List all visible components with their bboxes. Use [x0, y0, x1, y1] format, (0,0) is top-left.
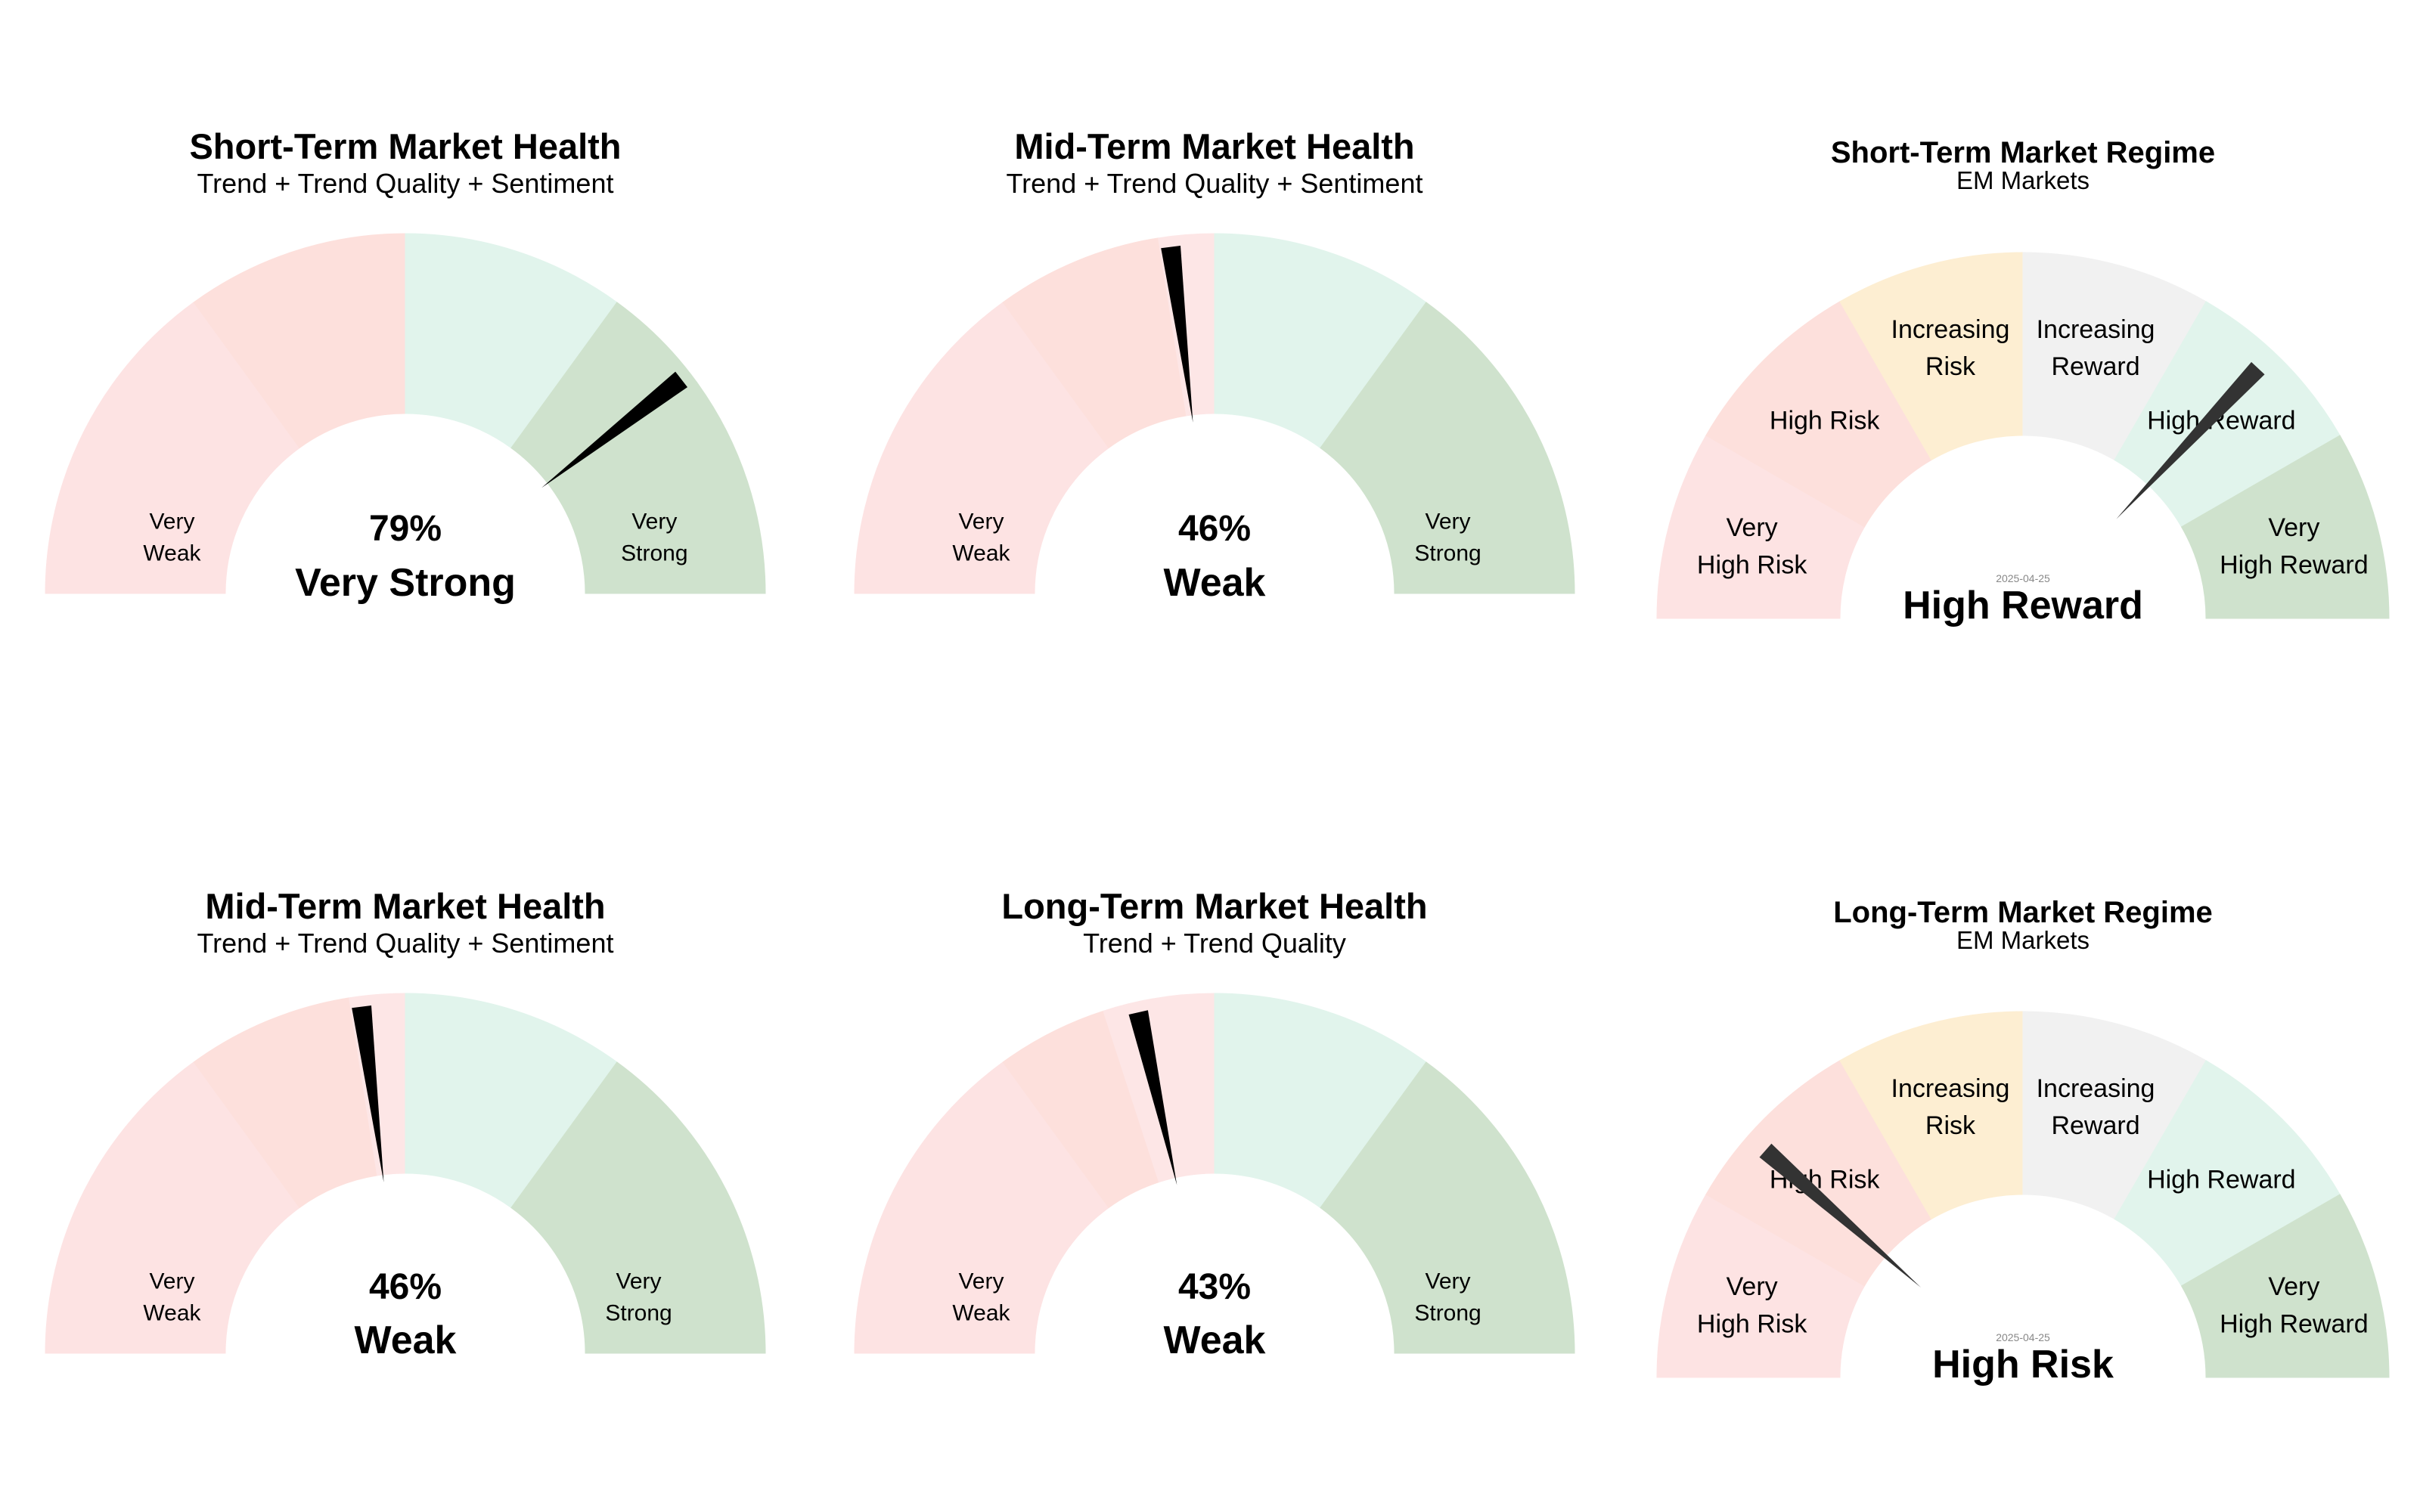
segment-label: Weak [952, 1301, 1010, 1326]
gauge-needle [541, 371, 688, 488]
gauge-needle [1759, 1143, 1921, 1287]
segment-label: High Reward [2147, 1166, 2296, 1194]
gauge-segment [405, 993, 618, 1209]
segment-label: Risk [1925, 1111, 1976, 1140]
segment-label: Very [958, 1269, 1004, 1294]
gauge-needle [1161, 246, 1193, 423]
gauge-rating: High Reward [1903, 584, 2143, 627]
gauge-segment [854, 302, 1109, 594]
segment-label: Increasing [1891, 1074, 2010, 1103]
segment-label: Very [149, 510, 194, 534]
gauge-rating: Very Strong [295, 561, 516, 605]
gauge-value: 46% [369, 1267, 442, 1307]
gauge-rating: Weak [1164, 1318, 1266, 1362]
gauge-subtitle: EM Markets [1956, 926, 2090, 954]
gauge-value: 43% [1178, 1267, 1251, 1307]
gauge-rating: Weak [355, 1318, 457, 1362]
segment-label: Very [616, 1269, 662, 1294]
segment-label: Very [958, 510, 1004, 534]
gauge-segment [405, 233, 618, 449]
gauge-subtitle: EM Markets [1956, 166, 2090, 194]
segment-label: Strong [1414, 1301, 1481, 1326]
gauge-segment [1214, 233, 1427, 449]
segment-label: High Risk [1697, 551, 1807, 580]
gauge-subtitle: Trend + Trend Quality + Sentiment [197, 168, 614, 199]
segment-label: Very [1426, 1269, 1471, 1294]
segment-label: Strong [1414, 541, 1481, 566]
segment-label: High Risk [1697, 1310, 1807, 1339]
gauge-segment [1320, 1061, 1575, 1354]
gauge-segment [45, 302, 300, 594]
segment-label: High Reward [2220, 1310, 2369, 1339]
gauge-title: Mid-Term Market Health [1014, 126, 1414, 166]
segment-label: High Reward [2220, 551, 2369, 580]
gauge-segment [1214, 993, 1427, 1209]
segment-label: Weak [952, 541, 1010, 566]
gauge-needle [352, 1005, 384, 1182]
segment-label: Reward [2051, 1111, 2139, 1140]
gauge-segment [550, 381, 766, 594]
gauge-needle [1128, 1010, 1177, 1185]
gauge-segment [2180, 1194, 2390, 1378]
segment-label: Very [2268, 513, 2319, 542]
gauge-needle [2116, 361, 2265, 519]
segment-label: Reward [2051, 352, 2139, 381]
segment-label: Strong [621, 541, 687, 566]
segment-label: Very [631, 510, 677, 534]
gauge-subtitle: Trend + Trend Quality + Sentiment [1007, 168, 1423, 199]
gauge-segment [45, 1061, 300, 1354]
gauge-title: Short-Term Market Regime [1831, 136, 2215, 169]
gauge-title: Long-Term Market Regime [1833, 896, 2213, 929]
segment-label: Very [1426, 510, 1471, 534]
gauge-subtitle: Trend + Trend Quality + Sentiment [197, 928, 614, 959]
gauge-title: Long-Term Market Health [1001, 886, 1427, 926]
gauge-value: 79% [369, 509, 442, 549]
gauge-value: 46% [1178, 509, 1251, 549]
gauge-date: 2025-04-25 [1996, 1331, 2050, 1343]
segment-label: Increasing [1891, 315, 2010, 344]
gauge-rating: High Risk [1932, 1343, 2114, 1387]
segment-label: Increasing [2037, 315, 2155, 344]
segment-label: Very [1727, 513, 1778, 542]
segment-label: Increasing [2037, 1074, 2155, 1103]
segment-label: Strong [605, 1301, 672, 1326]
gauge-segment [2180, 435, 2390, 619]
segment-label: Very [2268, 1272, 2319, 1301]
gauge-segment [854, 1061, 1109, 1354]
segment-label: Very [1727, 1272, 1778, 1301]
gauge-subtitle: Trend + Trend Quality [1083, 928, 1346, 959]
gauge-segment [1320, 302, 1575, 594]
segment-label: High Risk [1770, 407, 1880, 435]
segment-label: Weak [143, 541, 201, 566]
gauge-date: 2025-04-25 [1996, 572, 2050, 584]
segment-label: Very [149, 1269, 194, 1294]
gauge-segment [510, 1061, 766, 1354]
segment-label: Weak [143, 1301, 201, 1326]
gauge-title: Mid-Term Market Health [205, 886, 605, 926]
gauge-rating: Weak [1164, 561, 1266, 605]
gauge-title: Short-Term Market Health [189, 126, 621, 166]
gauge-segment [193, 233, 406, 449]
segment-label: Risk [1925, 352, 1976, 381]
